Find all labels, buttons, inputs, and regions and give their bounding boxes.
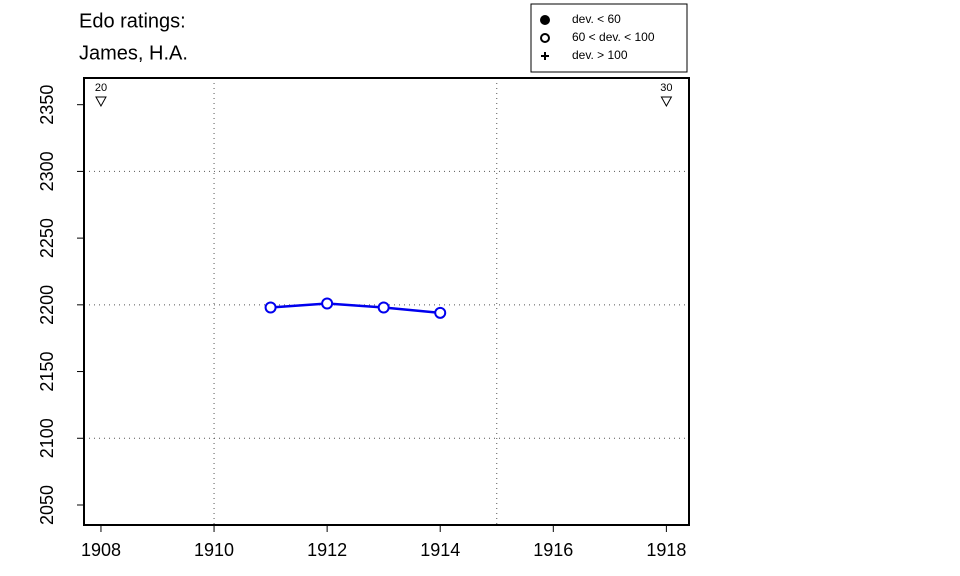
legend-label: 60 < dev. < 100: [572, 30, 655, 44]
x-tick-label: 1918: [646, 540, 686, 560]
y-tick-label: 2300: [37, 151, 57, 191]
annotation-label: 20: [95, 82, 107, 94]
annotation-label: 30: [660, 82, 672, 94]
y-tick-label: 2050: [37, 485, 57, 525]
legend-marker: [540, 15, 550, 25]
x-tick-label: 1912: [307, 540, 347, 560]
x-tick-label: 1910: [194, 540, 234, 560]
y-tick-label: 2350: [37, 85, 57, 125]
marker: [377, 301, 390, 314]
legend-marker: [540, 33, 550, 43]
marker: [264, 301, 277, 314]
marker: [321, 297, 334, 310]
y-tick-label: 2250: [37, 218, 57, 258]
legend-box: [530, 3, 688, 73]
y-tick-label: 2150: [37, 352, 57, 392]
chart-title: Edo ratings:: [79, 10, 186, 32]
plot-frame: [83, 77, 690, 526]
line: [270, 302, 441, 315]
x-tick-label: 1908: [81, 540, 121, 560]
chart-title: James, H.A.: [79, 42, 188, 64]
y-tick-label: 2200: [37, 285, 57, 325]
x-tick-label: 1916: [533, 540, 573, 560]
annotation-marker: [95, 96, 107, 108]
annotation-marker: [660, 96, 673, 108]
legend-label: dev. < 60: [572, 12, 621, 26]
y-tick-label: 2100: [37, 418, 57, 458]
x-tick-label: 1914: [420, 540, 460, 560]
marker: [434, 306, 447, 319]
legend-label: dev. > 100: [572, 48, 628, 62]
legend-marker: [541, 52, 549, 60]
